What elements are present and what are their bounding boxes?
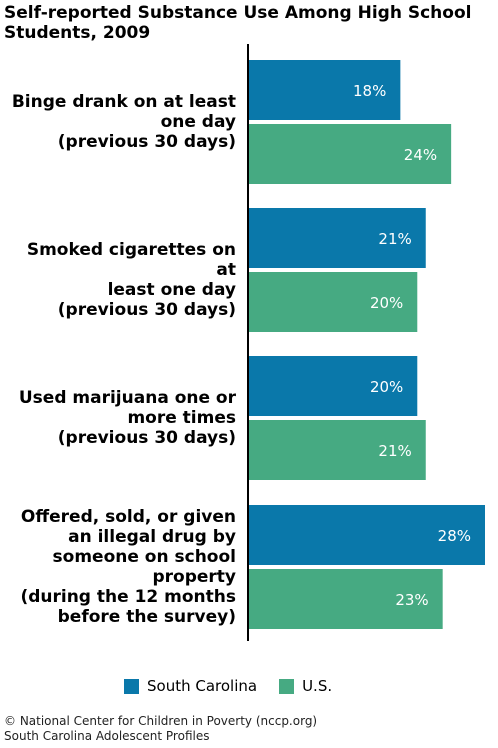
bar-u-s-4: [248, 569, 443, 629]
category-label-line: someone on school: [52, 547, 236, 567]
data-label-u-s-2: 20%: [370, 294, 403, 312]
category-label-line: (previous 30 days): [57, 428, 236, 448]
category-label-line: an illegal drug by: [68, 527, 236, 547]
bar-u-s-3: [248, 420, 426, 480]
data-label-u-s-1: 24%: [404, 146, 437, 164]
footer-copyright: © National Center for Children in Povert…: [4, 714, 318, 728]
category-label-line: one day: [160, 112, 236, 132]
bar-south-carolina-1: [248, 60, 401, 120]
category-label-line: before the survey): [57, 607, 236, 627]
legend-item-us: U.S.: [279, 677, 332, 695]
data-label-south-carolina-2: 21%: [378, 230, 411, 248]
legend: South Carolina U.S.: [124, 677, 354, 695]
category-label-line: more times: [127, 408, 236, 428]
legend-label-south-carolina: South Carolina: [147, 677, 258, 695]
category-label-line: (during the 12 months: [20, 587, 236, 607]
category-label-line: (previous 30 days): [57, 300, 236, 320]
category-label-1: Binge drank on at least one day (previous …: [4, 92, 236, 152]
data-label-u-s-3: 21%: [378, 442, 411, 460]
footer-source: South Carolina Adolescent Profiles: [4, 729, 210, 743]
bar-u-s-1: [248, 124, 452, 184]
category-label-line: (previous 30 days): [57, 132, 236, 152]
bar-chart: 18% 24% 21% 20% 20% 21% 28% 23%: [247, 44, 485, 641]
data-label-south-carolina-4: 28%: [438, 527, 471, 545]
footer: © National Center for Children in Povert…: [4, 714, 317, 744]
category-label-line: least one day: [107, 280, 236, 300]
category-label-line: Offered, sold, or given: [20, 507, 236, 527]
legend-swatch-us: [279, 678, 295, 694]
category-label-2: Smoked cigarettes on at least one day (pre…: [4, 240, 236, 320]
category-label-3: Used marijuana one or more times (previous…: [4, 388, 236, 448]
data-label-south-carolina-3: 20%: [370, 378, 403, 396]
data-label-south-carolina-1: 18%: [353, 82, 386, 100]
legend-item-south-carolina: South Carolina: [124, 677, 257, 695]
category-label-line: Smoked cigarettes on at: [26, 240, 236, 280]
bar-u-s-2: [248, 272, 418, 332]
bar-south-carolina-4: [248, 505, 485, 565]
category-label-line: Used marijuana one or: [18, 388, 236, 408]
bar-south-carolina-2: [248, 208, 426, 268]
bar-south-carolina-3: [248, 356, 418, 416]
category-label-line: Binge drank on at least: [11, 92, 236, 112]
legend-label-us: U.S.: [302, 677, 333, 695]
legend-swatch-south-carolina: [124, 678, 139, 694]
category-label-4: Offered, sold, or given an illegal drug b…: [4, 507, 236, 627]
chart-title: Self-reported Substance Use Among High S…: [4, 3, 472, 43]
data-label-u-s-4: 23%: [395, 591, 428, 609]
category-label-line: property: [152, 567, 236, 587]
